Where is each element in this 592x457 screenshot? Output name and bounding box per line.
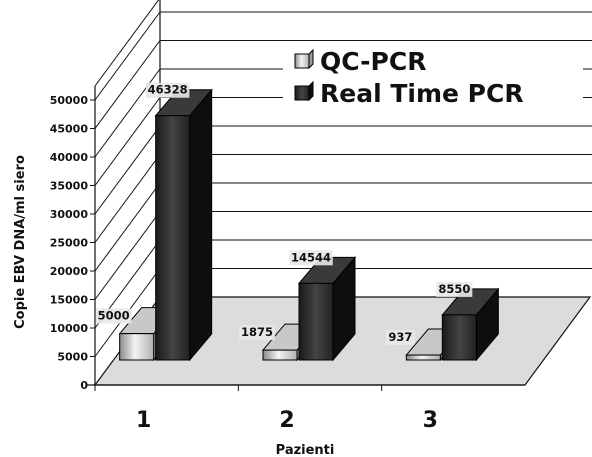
x-axis-title: Pazienti (276, 443, 335, 457)
gridline-side (94, 11, 161, 101)
gridline-side (94, 182, 161, 272)
x-tick-label: 2 (279, 408, 294, 433)
legend-swatch (294, 80, 314, 102)
labels: Pazienti Copie EBV DNA/ml siero 5000 46328 1… (13, 82, 473, 457)
x-tick-label: 1 (136, 408, 151, 433)
bar (441, 287, 500, 362)
data-label-bg (436, 281, 473, 297)
x-tick-label: 3 (423, 408, 438, 433)
bars (118, 88, 500, 362)
data-label: 46328 (145, 82, 190, 98)
data-label-text: 1875 (241, 325, 273, 339)
legend-swatch-front (294, 53, 310, 69)
data-label-text: 14544 (291, 250, 331, 264)
data-label: 5000 (95, 308, 132, 324)
data-label-text: 46328 (148, 83, 188, 97)
data-label-bg (145, 82, 190, 98)
gridline-side (94, 0, 160, 87)
gridline-side (94, 97, 161, 186)
y-tick-label: 45000 (50, 123, 89, 136)
bar-front (119, 333, 155, 361)
y-tick-label: 20000 (50, 265, 89, 278)
data-label: 1875 (239, 325, 275, 341)
bar (297, 255, 357, 362)
data-label: 937 (386, 330, 415, 346)
data-label-bg (289, 250, 333, 266)
bar-front (405, 354, 441, 361)
legend-swatch (294, 48, 314, 70)
legend: QC-PCR Real Time PCR (283, 42, 583, 117)
legend-swatch-side (308, 80, 314, 102)
legend-label: QC-PCR (320, 47, 426, 76)
bar-side (189, 88, 213, 362)
y-tick-label: 30000 (50, 208, 89, 221)
data-label: 8550 (436, 281, 473, 297)
data-label-text: 937 (388, 330, 412, 344)
y-tick-label: 25000 (50, 237, 89, 250)
legend-swatch-side (308, 48, 314, 70)
bar-front (262, 349, 298, 361)
y-tick-label: 15000 (50, 294, 89, 307)
data-label-bg (239, 325, 275, 341)
gridline-side (94, 40, 161, 129)
y-tick-label: 5000 (57, 351, 88, 364)
gridline-side (94, 125, 161, 215)
legend-background (283, 42, 583, 117)
bar-front (298, 282, 334, 361)
bar (154, 88, 213, 362)
y-tick-label: 40000 (50, 151, 89, 164)
gridline-side (94, 211, 161, 300)
y-axis-title: Copie EBV DNA/ml siero (13, 155, 28, 329)
y-tick-label: 35000 (50, 180, 89, 193)
data-label-bg (386, 330, 415, 346)
y-tick-label: 0 (80, 379, 88, 392)
y-tick-label: 10000 (50, 322, 89, 335)
bar-front (441, 314, 477, 361)
gridline-side (94, 154, 161, 243)
data-label: 14544 (289, 250, 333, 266)
data-label-text: 8550 (438, 282, 470, 296)
data-label-bg (95, 308, 132, 324)
bar-front (155, 115, 191, 361)
axes: 0500010000150002000025000300003500040000… (50, 86, 525, 433)
y-tick-label: 50000 (50, 94, 89, 107)
legend-label: Real Time PCR (320, 79, 524, 108)
data-label-text: 5000 (98, 309, 130, 323)
legend-swatch-front (294, 85, 310, 101)
